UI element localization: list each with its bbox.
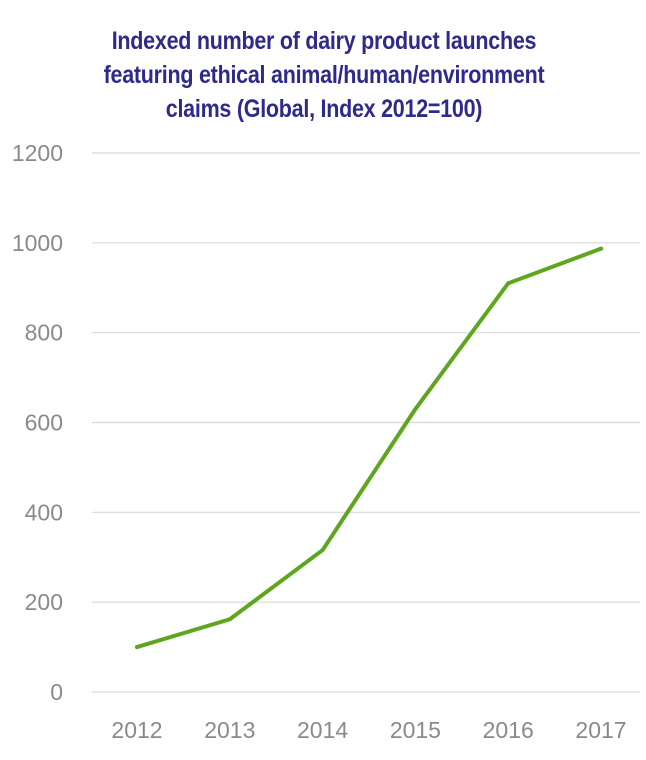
x-tick-label-2014: 2014 (297, 717, 348, 743)
y-tick-label-800: 800 (25, 320, 63, 346)
x-tick-label-2013: 2013 (204, 717, 255, 743)
x-tick-label-2016: 2016 (483, 717, 534, 743)
x-axis-ticks: 2012 2013 2014 2015 2016 2017 (111, 717, 626, 743)
y-tick-label-400: 400 (25, 499, 63, 525)
chart-title-line-1: Indexed number of dairy product launches (111, 27, 537, 55)
x-tick-label-2015: 2015 (390, 717, 441, 743)
data-point-2012 (135, 645, 139, 650)
y-axis-ticks: 0 200 400 600 800 1000 1200 (12, 140, 63, 705)
y-tick-label-1200: 1200 (12, 140, 63, 166)
chart-title: Indexed number of dairy product launches… (46, 24, 602, 126)
x-tick-label-2012: 2012 (111, 717, 162, 743)
series-line-0 (135, 246, 603, 650)
chart-title-line-2: featuring ethical animal/human/environme… (103, 61, 545, 89)
y-tick-label-600: 600 (25, 410, 63, 436)
y-tick-label-0: 0 (50, 679, 63, 705)
data-point-2015 (413, 407, 418, 412)
x-tick-label-2017: 2017 (575, 717, 626, 743)
y-tick-label-200: 200 (25, 589, 63, 615)
data-point-2017 (599, 246, 603, 251)
chart-title-line-3: claims (Global, Index 2012=100) (165, 95, 483, 123)
data-point-2016 (506, 281, 511, 286)
data-point-2014 (320, 548, 325, 553)
data-point-2013 (227, 617, 232, 622)
series-layer (135, 246, 603, 650)
gridlines (92, 152, 640, 693)
y-tick-label-1000: 1000 (12, 230, 63, 256)
